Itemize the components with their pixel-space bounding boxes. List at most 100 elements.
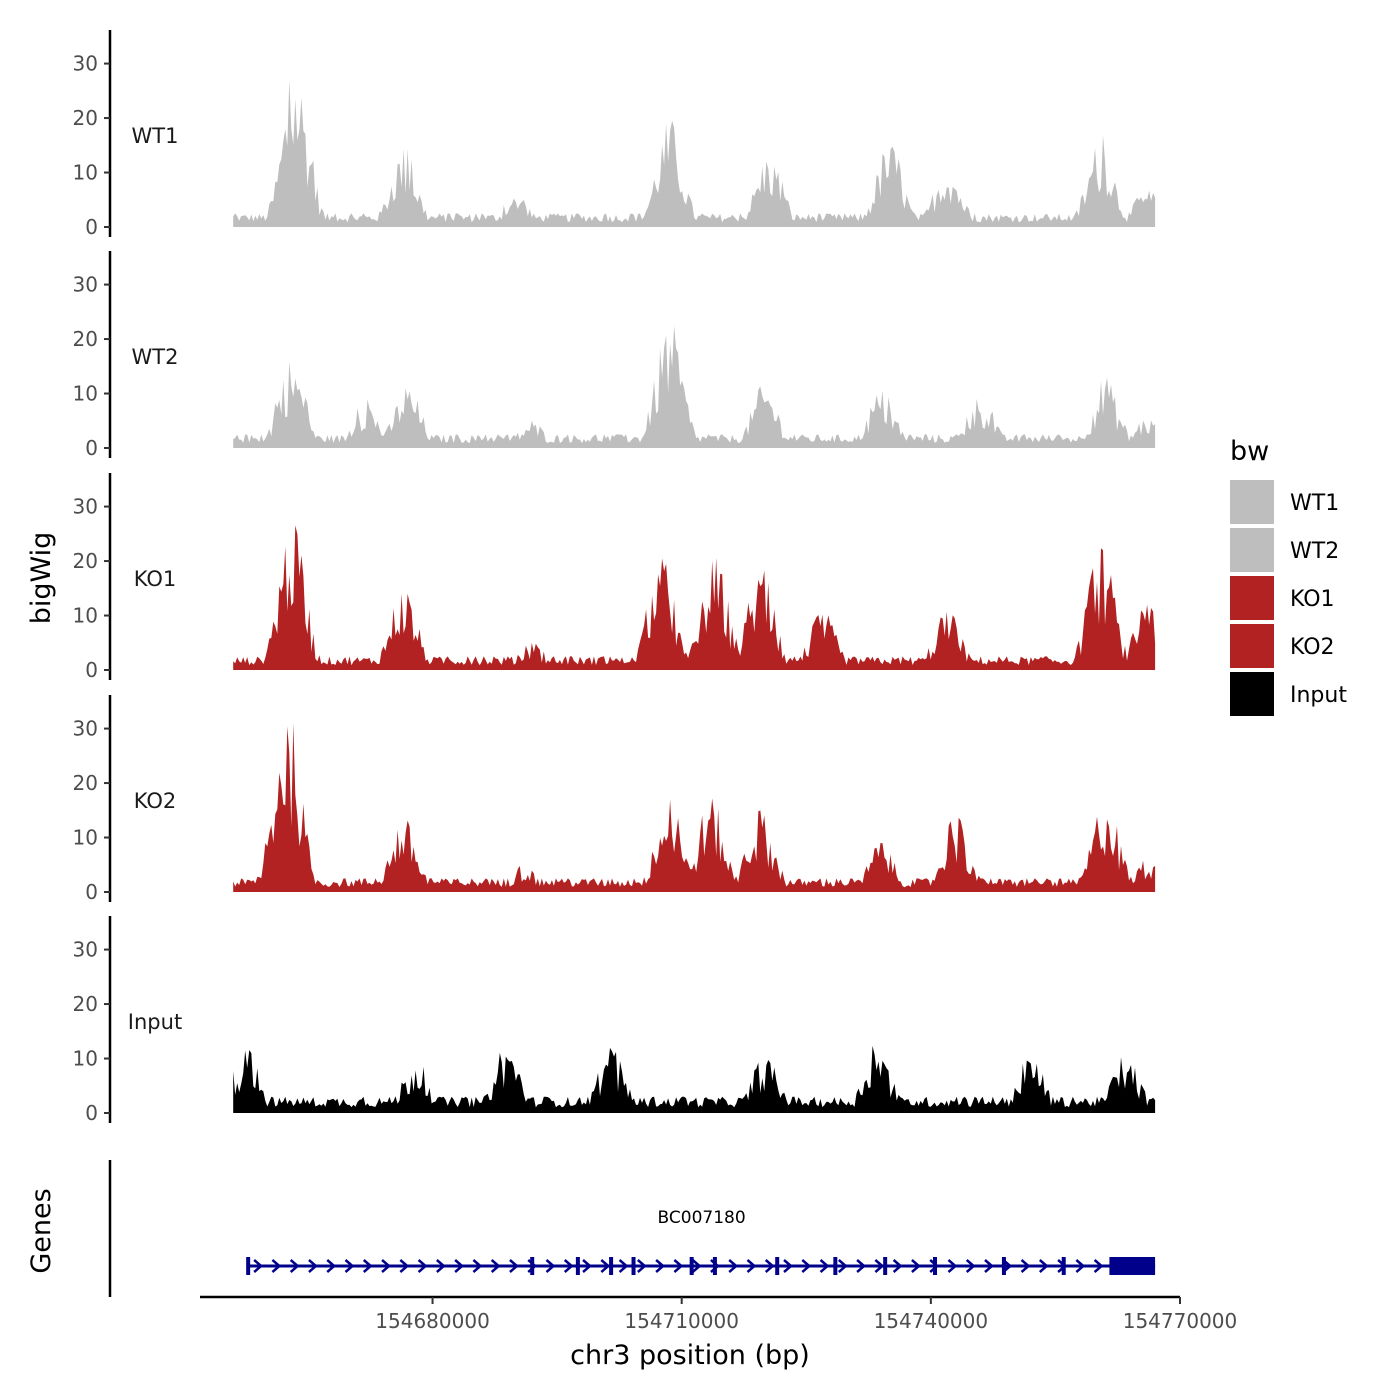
strand-arrow <box>308 1259 318 1273</box>
gene-exon <box>575 1257 580 1275</box>
strand-arrow <box>1038 1259 1049 1273</box>
strand-arrow <box>618 1259 629 1273</box>
x-tick-label: 154770000 <box>1123 1309 1238 1333</box>
gene-exon <box>933 1257 937 1275</box>
strand-arrow <box>545 1259 556 1273</box>
track-label-ko1: KO1 <box>134 567 177 591</box>
y-tick-label: 0 <box>85 436 98 460</box>
track-label-input: Input <box>128 1010 182 1034</box>
strand-arrow <box>1020 1259 1031 1273</box>
y-tick-label: 30 <box>73 938 98 962</box>
gene-exon <box>246 1257 251 1275</box>
strand-arrow <box>490 1259 501 1273</box>
legend-label-ko1: KO1 <box>1290 587 1335 612</box>
y-tick-label: 20 <box>73 327 98 351</box>
track-wt1: 0 10 20 30 WT1 <box>73 30 1156 239</box>
strand-arrow <box>362 1259 373 1273</box>
y-tick-label: 0 <box>85 880 98 904</box>
strand-arrow <box>764 1259 775 1273</box>
strand-arrow <box>728 1259 739 1273</box>
strand-arrow <box>600 1259 611 1273</box>
y-tick-label: 30 <box>73 495 98 519</box>
gene-exon <box>1061 1257 1066 1275</box>
coverage-area-wt1 <box>233 80 1156 227</box>
y-tick-label: 20 <box>73 549 98 573</box>
strand-arrow <box>637 1259 647 1273</box>
strand-arrow <box>874 1259 885 1273</box>
track-panels: 0 10 20 30 WT1 0 10 20 30 WT2 0 10 20 30 KO1 0 10 20 30 KO2… <box>73 30 1156 1125</box>
strand-arrow <box>582 1259 592 1273</box>
strand-arrow <box>655 1259 666 1273</box>
strand-arrow <box>947 1259 958 1273</box>
x-tick-label: 154710000 <box>624 1309 739 1333</box>
gene-exon <box>1001 1257 1006 1275</box>
gene-exon <box>883 1257 888 1275</box>
legend-label-input: Input <box>1290 683 1347 708</box>
strand-arrow <box>417 1259 428 1273</box>
strand-arrow <box>1075 1259 1086 1273</box>
y-tick-label: 30 <box>73 717 98 741</box>
y-tick-label: 20 <box>73 106 98 130</box>
strand-arrow <box>965 1259 976 1273</box>
y-tick-label: 20 <box>73 992 98 1016</box>
y-tick-label: 10 <box>73 604 98 628</box>
strand-arrow <box>454 1259 465 1273</box>
gene-exon <box>775 1257 780 1275</box>
track-ko2: 0 10 20 30 KO2 <box>73 695 1156 904</box>
strand-arrow <box>801 1259 812 1273</box>
gene-exon <box>530 1257 535 1275</box>
track-input: 0 10 20 30 Input <box>73 916 1156 1125</box>
legend: bw WT1 WT2 KO1 KO2 Input <box>1230 436 1347 716</box>
gene-exon <box>631 1257 636 1275</box>
y-tick-label: 0 <box>85 215 98 239</box>
legend-swatch-wt2 <box>1230 528 1274 572</box>
legend-swatch-wt1 <box>1230 480 1274 524</box>
strand-arrow <box>326 1259 337 1273</box>
gene-panel-title: Genes <box>26 1188 57 1273</box>
strand-arrow <box>746 1259 757 1273</box>
strand-arrow <box>984 1259 994 1273</box>
track-label-wt1: WT1 <box>132 124 179 148</box>
gene-exon <box>712 1257 717 1275</box>
track-wt2: 0 10 20 30 WT2 <box>73 251 1156 460</box>
strand-arrow <box>344 1259 355 1273</box>
legend-title: bw <box>1230 436 1269 467</box>
y-tick-label: 10 <box>73 1047 98 1071</box>
legend-swatch-input <box>1230 672 1274 716</box>
y-tick-label: 10 <box>73 826 98 850</box>
y-tick-label: 30 <box>73 273 98 297</box>
legend-label-wt2: WT2 <box>1290 539 1339 564</box>
y-tick-label: 0 <box>85 658 98 682</box>
strand-arrow <box>673 1259 684 1273</box>
coverage-area-ko2 <box>233 722 1156 892</box>
gene-exon <box>689 1257 694 1275</box>
strand-arrow <box>472 1259 483 1273</box>
legend-swatch-ko2 <box>1230 624 1274 668</box>
y-tick-label: 20 <box>73 771 98 795</box>
track-label-ko2: KO2 <box>134 789 177 813</box>
coverage-area-wt2 <box>233 325 1156 448</box>
track-label-wt2: WT2 <box>132 345 179 369</box>
x-tick-label: 154680000 <box>375 1309 490 1333</box>
strand-arrow <box>838 1259 848 1273</box>
legend-label-wt1: WT1 <box>1290 491 1339 516</box>
strand-arrow <box>929 1259 940 1273</box>
x-tick-label: 154740000 <box>874 1309 989 1333</box>
strand-arrow <box>892 1259 903 1273</box>
strand-arrow <box>856 1259 867 1273</box>
strand-arrow <box>253 1259 264 1273</box>
strand-arrow <box>399 1259 410 1273</box>
gene-exon <box>609 1257 614 1275</box>
x-axis-title: chr3 position (bp) <box>570 1340 810 1371</box>
strand-arrow <box>509 1259 519 1273</box>
strand-arrow <box>289 1259 300 1273</box>
gene-name-label: BC007180 <box>658 1208 746 1228</box>
track-ko1: 0 10 20 30 KO1 <box>73 473 1156 682</box>
strand-arrow <box>436 1259 446 1273</box>
strand-arrow <box>1093 1259 1104 1273</box>
x-axis: 154680000 154710000 154740000 154770000 <box>200 1295 1238 1333</box>
strand-arrow <box>691 1259 702 1273</box>
strand-arrow <box>819 1259 830 1273</box>
y-tick-label: 30 <box>73 52 98 76</box>
